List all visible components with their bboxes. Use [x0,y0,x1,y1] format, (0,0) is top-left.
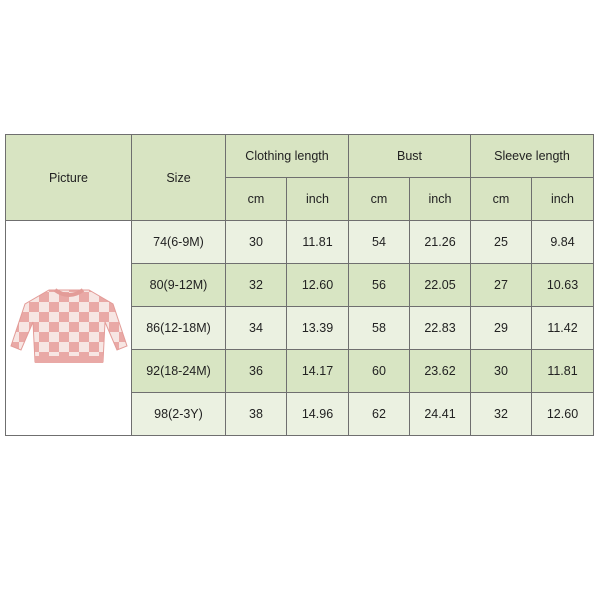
clothing-length-cm: 32 [225,263,287,307]
size-cell: 80(9-12M) [131,263,226,307]
header-inch: inch [286,177,349,221]
header-cm: cm [470,177,532,221]
sleeve-length-inch: 11.81 [531,349,594,393]
clothing-length-inch: 12.60 [286,263,349,307]
clothing-length-inch: 11.81 [286,220,349,264]
sleeve-length-cm: 25 [470,220,532,264]
table-row: 98(2-3Y) 38 14.96 62 24.41 32 12.60 [6,392,594,436]
clothing-length-cm: 36 [225,349,287,393]
table-row: 74(6-9M) 30 11.81 54 21.26 25 9.84 [5,220,594,436]
header-clothing-length: Clothing length [225,134,349,178]
size-cell: 74(6-9M) [131,220,226,264]
header-cm: cm [348,177,410,221]
size-cell: 98(2-3Y) [131,392,226,436]
table-row: 86(12-18M) 34 13.39 58 22.83 29 11.42 [6,306,594,350]
sleeve-length-inch: 11.42 [531,306,594,350]
bust-cm: 58 [348,306,410,350]
size-chart-table: Picture Size Clothing length Bust Sleeve… [5,134,594,436]
clothing-length-cm: 38 [225,392,287,436]
header-picture: Picture [5,134,132,221]
size-cell: 92(18-24M) [131,349,226,393]
product-picture [5,220,132,436]
bust-inch: 23.62 [409,349,471,393]
bust-cm: 62 [348,392,410,436]
sleeve-length-inch: 9.84 [531,220,594,264]
sleeve-length-inch: 12.60 [531,392,594,436]
table-row: 80(9-12M) 32 12.60 56 22.05 27 10.63 [6,263,594,307]
bust-cm: 60 [348,349,410,393]
clothing-length-inch: 14.96 [286,392,349,436]
bust-cm: 54 [348,220,410,264]
bust-cm: 56 [348,263,410,307]
clothing-length-inch: 13.39 [286,306,349,350]
header-size: Size [131,134,226,221]
header-inch: inch [531,177,594,221]
size-cell: 86(12-18M) [131,306,226,350]
header-cm: cm [225,177,287,221]
sweater-image [9,287,128,363]
header-bust: Bust [348,134,471,178]
sleeve-length-cm: 29 [470,306,532,350]
header-inch: inch [409,177,471,221]
clothing-length-cm: 30 [225,220,287,264]
sleeve-length-inch: 10.63 [531,263,594,307]
header-sleeve-length: Sleeve length [470,134,594,178]
bust-inch: 24.41 [409,392,471,436]
bust-inch: 21.26 [409,220,471,264]
sleeve-length-cm: 32 [470,392,532,436]
sleeve-length-cm: 30 [470,349,532,393]
clothing-length-cm: 34 [225,306,287,350]
sleeve-length-cm: 27 [470,263,532,307]
bust-inch: 22.05 [409,263,471,307]
bust-inch: 22.83 [409,306,471,350]
clothing-length-inch: 14.17 [286,349,349,393]
table-row: 92(18-24M) 36 14.17 60 23.62 30 11.81 [6,349,594,393]
